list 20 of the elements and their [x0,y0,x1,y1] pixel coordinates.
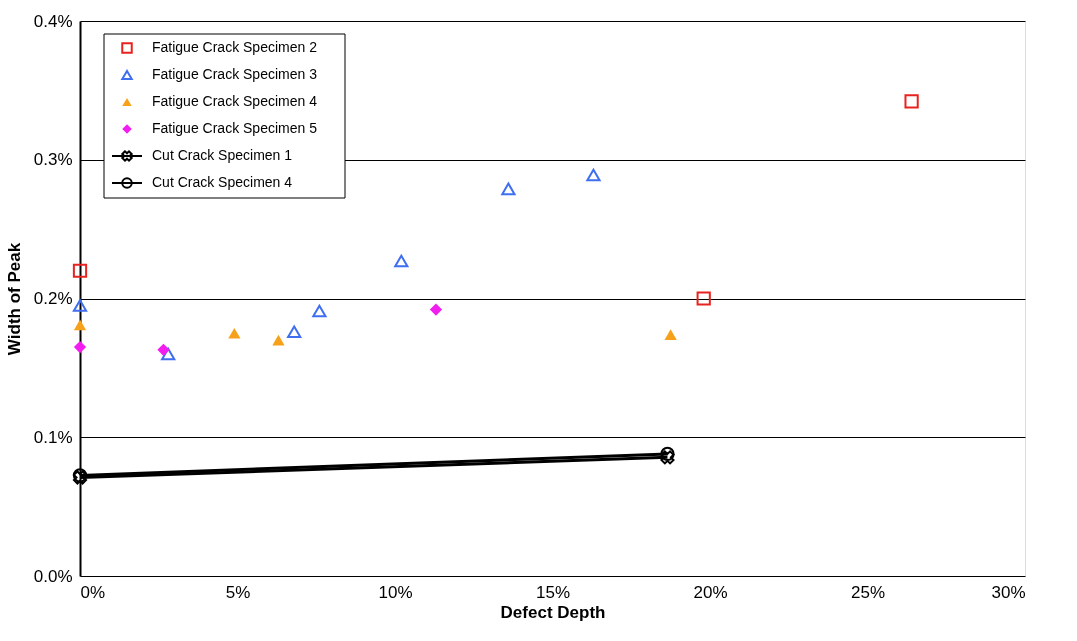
legend-label: Fatigue Crack Specimen 3 [152,66,318,82]
y-tick-label: 0.2% [33,289,73,308]
y-tick-label: 0.3% [33,150,73,170]
x-tick-label: 30% [991,582,1026,602]
y-axis-title: Width of Peak [4,242,24,356]
legend-label: Fatigue Crack Specimen 2 [152,39,318,55]
y-tick-label: 0.4% [33,11,73,31]
x-tick-label: 20% [693,582,728,602]
legend-label: Fatigue Crack Specimen 5 [152,120,318,136]
x-tick-label: 5% [225,582,251,602]
x-axis-title: Defect Depth [500,602,606,622]
legend-label: Cut Crack Specimen 1 [152,147,293,163]
legend-label: Fatigue Crack Specimen 4 [152,93,318,109]
y-tick-label: 0.0% [33,566,73,586]
legend-label: Cut Crack Specimen 4 [152,174,293,190]
x-tick-label: 25% [850,582,886,602]
x-tick-label: 0% [80,582,106,602]
x-tick-label: 15% [535,582,571,602]
y-tick-label: 0.1% [33,427,73,447]
x-tick-label: 10% [378,582,413,602]
